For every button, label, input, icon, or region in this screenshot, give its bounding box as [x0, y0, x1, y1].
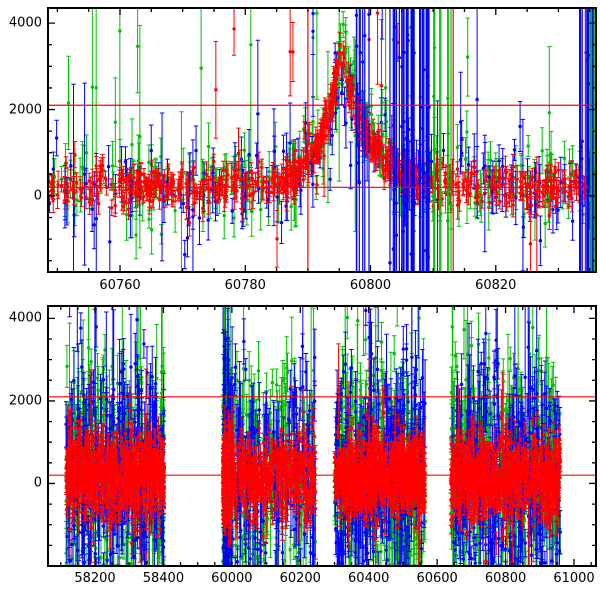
light-curve-canvas — [0, 0, 600, 600]
light-curve-figure: 60760 60780 60800 60820 0 2000 4000 58200 58400 6… — [0, 0, 600, 600]
